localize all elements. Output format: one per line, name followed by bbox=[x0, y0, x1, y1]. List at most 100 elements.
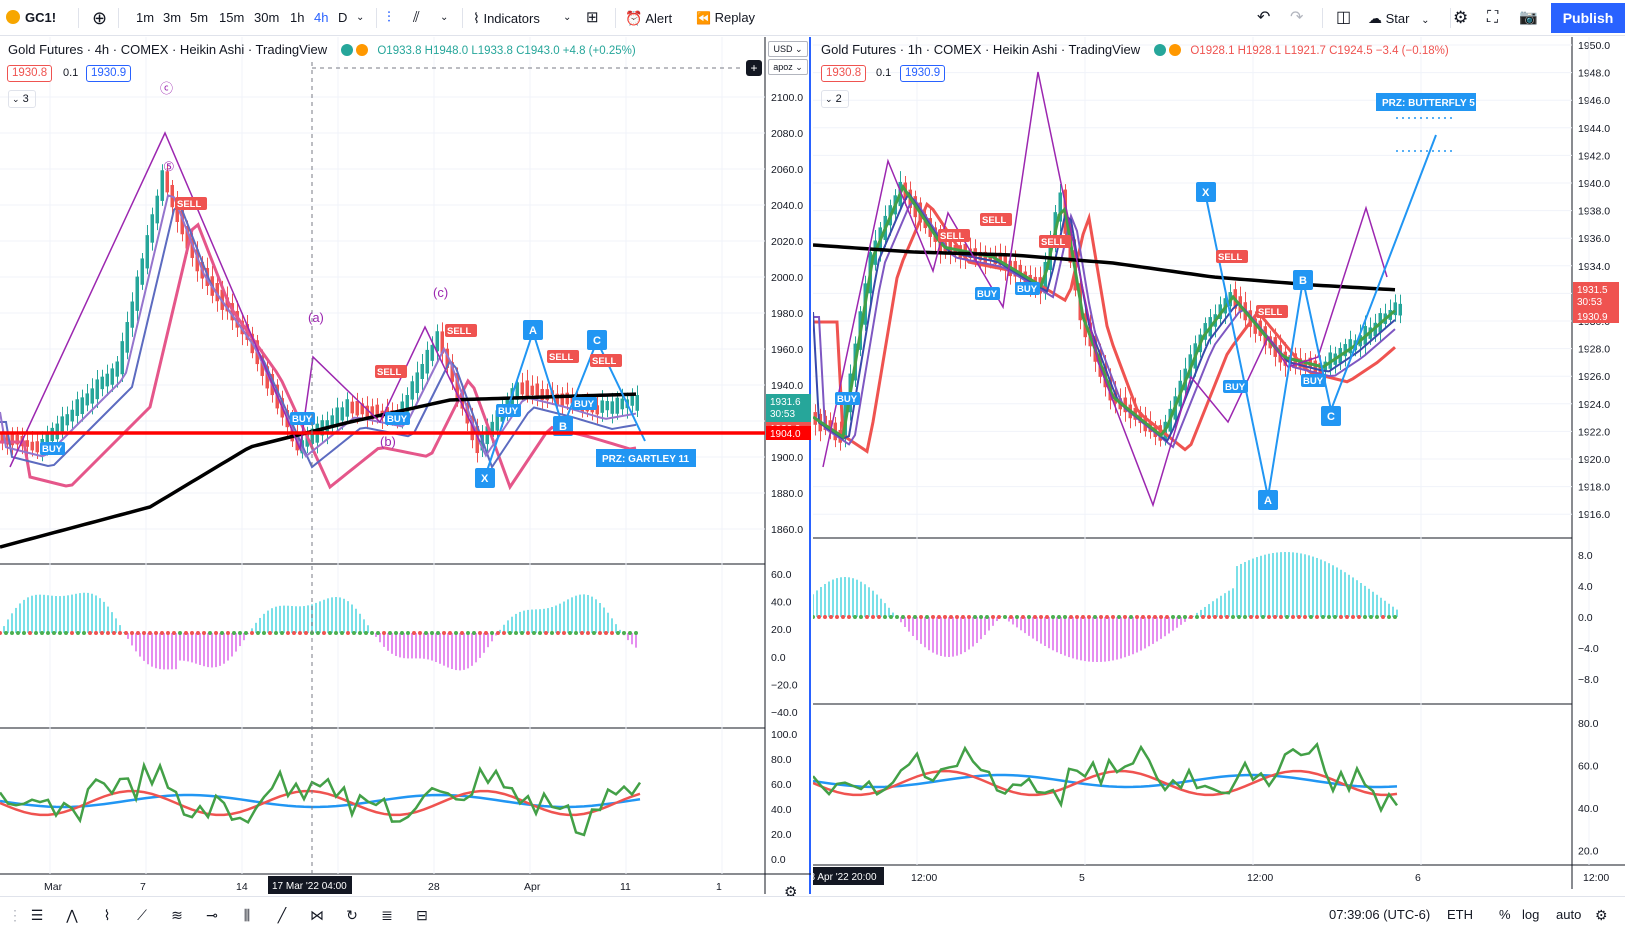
clock-timezone[interactable]: 07:39:06 (UTC-6) bbox=[1329, 907, 1431, 922]
right-chart-pane[interactable]: 1950.0 1948.0 1946.0 1944.0 1942.0 1940.0 1938… bbox=[813, 37, 1625, 894]
right-macd-dot bbox=[1363, 615, 1367, 619]
left-macd-dot bbox=[46, 631, 50, 635]
elliott-wave-icon[interactable]: ⌇ bbox=[103, 907, 111, 923]
left-pattern-point-label: B bbox=[559, 421, 567, 433]
left-macd-dot bbox=[478, 631, 482, 635]
right-price-tick: 1936.0 bbox=[1578, 233, 1610, 245]
horizontal-ray-icon[interactable]: ⊸ bbox=[206, 907, 218, 923]
chart-settings-icon[interactable]: ⚙ bbox=[1595, 907, 1608, 923]
right-macd-tick: −8.0 bbox=[1578, 674, 1599, 686]
left-macd-dot bbox=[268, 631, 272, 635]
left-macd-dot bbox=[424, 631, 428, 635]
drag-handle-icon[interactable]: ⋮ bbox=[8, 907, 22, 923]
right-sell-price[interactable]: 1930.8 bbox=[821, 65, 867, 82]
fib-spiral-icon[interactable]: ↻ bbox=[346, 907, 358, 923]
interval-15m[interactable]: 15m bbox=[219, 10, 245, 25]
gann-fan-icon[interactable]: ⫼ bbox=[243, 907, 251, 923]
right-rsi-line-blue bbox=[813, 773, 1398, 789]
bars-style-icon[interactable]: ⫶ bbox=[387, 9, 391, 26]
right-buy-price[interactable]: 1930.9 bbox=[900, 65, 946, 82]
settings-gear-icon[interactable]: ⚙ bbox=[1453, 8, 1469, 27]
interval-1m[interactable]: 1m bbox=[136, 10, 155, 25]
split-layout-icon[interactable]: ◫ bbox=[1336, 9, 1352, 26]
symbol-search[interactable]: GC1! bbox=[6, 8, 56, 28]
right-collapse-indicators-button[interactable]: ⌄ 2 bbox=[821, 90, 849, 108]
left-candle-body bbox=[615, 397, 619, 414]
left-price-tick: 1980.0 bbox=[771, 308, 803, 320]
left-macd-dot bbox=[130, 631, 134, 635]
right-chart-canvas[interactable]: 1950.0 1948.0 1946.0 1944.0 1942.0 1940.0 1938… bbox=[813, 37, 1625, 894]
fib-extension-icon[interactable]: ⊟ bbox=[416, 907, 428, 923]
left-macd-dot bbox=[148, 631, 152, 635]
left-macd-dot bbox=[172, 631, 176, 635]
left-sell-price[interactable]: 1930.8 bbox=[7, 65, 53, 82]
percent-scale-toggle[interactable]: % bbox=[1499, 907, 1511, 922]
layout-name-button[interactable]: ☁ Star ⌄ bbox=[1368, 8, 1429, 28]
fullscreen-icon[interactable]: ⛶ bbox=[1487, 9, 1499, 26]
redo-icon[interactable]: ↷ bbox=[1290, 9, 1304, 26]
left-macd-dot bbox=[448, 631, 452, 635]
right-macd-tick: 0.0 bbox=[1578, 612, 1593, 624]
left-macd-dot bbox=[382, 631, 386, 635]
left-candle-body bbox=[165, 171, 169, 193]
left-candle-body bbox=[415, 372, 419, 394]
right-macd-dot bbox=[1057, 615, 1061, 619]
left-macd-dot bbox=[394, 631, 398, 635]
interval-1h[interactable]: 1h bbox=[290, 10, 305, 25]
trend-line-icon[interactable]: ⟋ bbox=[137, 907, 147, 923]
ray-icon[interactable]: ╱ bbox=[277, 907, 287, 923]
scale-mode-dropdown[interactable]: apoz ⌄ bbox=[768, 59, 808, 75]
left-time-tick: 28 bbox=[428, 881, 440, 893]
right-macd-dot bbox=[931, 615, 935, 619]
right-macd-dot bbox=[967, 615, 971, 619]
chart-type-dropdown-icon[interactable]: ⌄ bbox=[440, 12, 449, 23]
snapshot-camera-icon[interactable]: 📷 bbox=[1519, 9, 1538, 26]
left-candle-body bbox=[60, 416, 64, 432]
interval-30m[interactable]: 30m bbox=[254, 10, 280, 25]
left-time-tick: 14 bbox=[236, 881, 248, 893]
left-macd-dot bbox=[466, 631, 470, 635]
fib-channel-icon[interactable]: ≋ bbox=[171, 907, 183, 923]
left-chart-pane[interactable]: 2100.0 2080.0 2060.0 2040.0 2020.0 2000.0 1980… bbox=[0, 37, 811, 901]
replay-button[interactable]: ⏪ Replay bbox=[696, 8, 755, 28]
templates-icon[interactable]: ⊞ bbox=[586, 9, 599, 26]
interval-3m[interactable]: 3m bbox=[163, 10, 182, 25]
xabcd-pattern-icon[interactable]: ⋈ bbox=[310, 907, 324, 923]
compare-add-icon[interactable]: ⊕ bbox=[92, 8, 108, 28]
right-candle-body bbox=[1123, 397, 1127, 413]
right-signal-label: SELL bbox=[1041, 237, 1065, 248]
left-candle-body bbox=[370, 406, 374, 420]
log-scale-toggle[interactable]: log bbox=[1522, 907, 1540, 922]
indicators-dropdown-icon[interactable]: ⌄ bbox=[563, 12, 572, 23]
right-macd-dot bbox=[817, 615, 821, 619]
left-buy-price[interactable]: 1930.9 bbox=[86, 65, 132, 82]
undo-icon[interactable]: ↶ bbox=[1257, 9, 1271, 26]
layout-name-label: Star bbox=[1385, 11, 1410, 26]
interval-d[interactable]: D bbox=[338, 10, 348, 25]
add-plus-icon[interactable]: + bbox=[746, 60, 762, 76]
alert-button[interactable]: ⏰ Alert bbox=[625, 8, 672, 28]
left-level-tag bbox=[766, 426, 811, 440]
currency-dropdown[interactable]: USD ⌄ bbox=[768, 41, 808, 57]
left-collapse-indicators-button[interactable]: ⌄ 3 bbox=[8, 90, 36, 108]
left-macd-dot bbox=[208, 631, 212, 635]
fib-retracement-icon[interactable]: ≣ bbox=[381, 907, 393, 923]
auto-scale-toggle[interactable]: auto bbox=[1556, 907, 1582, 922]
right-chart-legend: Gold Futures · 1h · COMEX · Heikin Ashi … bbox=[821, 42, 1449, 57]
left-macd-dot bbox=[544, 631, 548, 635]
right-signal-label: SELL bbox=[1258, 307, 1282, 318]
interval-5m[interactable]: 5m bbox=[190, 10, 209, 25]
left-chart-canvas[interactable]: 2100.0 2080.0 2060.0 2040.0 2020.0 2000.0 1980… bbox=[0, 37, 811, 894]
interval-dropdown-icon[interactable]: ⌄ bbox=[356, 12, 365, 23]
indicators-icon: ⌇ bbox=[473, 10, 480, 26]
candles-icon[interactable]: ⫽ bbox=[413, 9, 420, 26]
cursor-lines-icon[interactable]: ☰ bbox=[30, 907, 44, 923]
interval-4h[interactable]: 4h bbox=[314, 10, 329, 25]
right-macd-dot bbox=[1195, 615, 1199, 619]
indicators-button[interactable]: ⌇ Indicators bbox=[473, 8, 540, 28]
left-candle-body bbox=[215, 283, 219, 302]
abc-pattern-icon[interactable]: ⋀ bbox=[66, 907, 78, 923]
right-candle-body bbox=[1393, 302, 1397, 316]
session-toggle[interactable]: ETH bbox=[1447, 907, 1473, 922]
publish-button[interactable]: Publish bbox=[1551, 3, 1625, 33]
